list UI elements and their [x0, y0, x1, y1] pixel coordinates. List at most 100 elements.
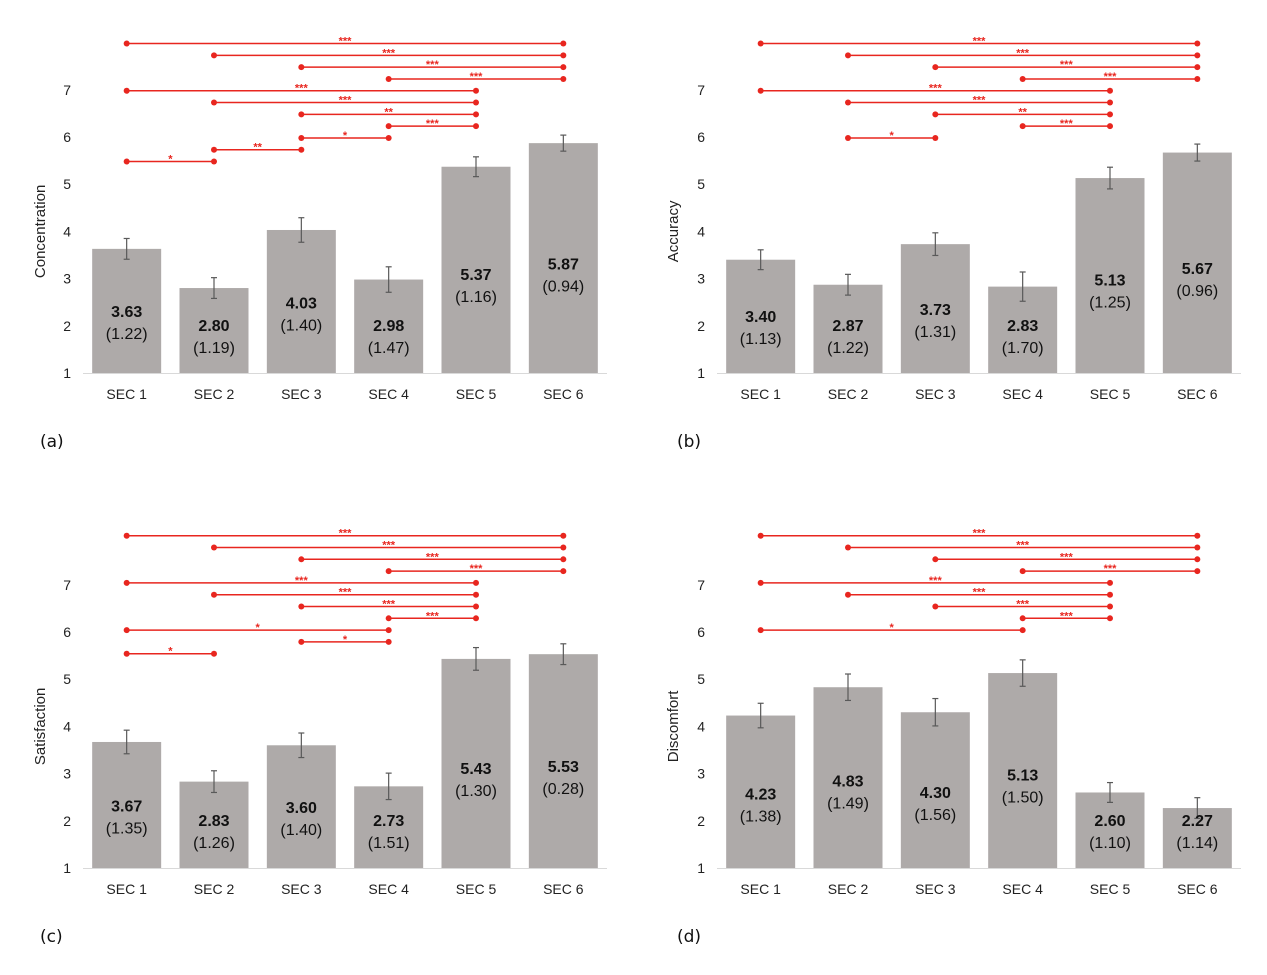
- x-tick-label: SEC 2: [828, 386, 869, 402]
- significance-bracket: **: [298, 106, 479, 118]
- bar: [441, 166, 511, 373]
- significance-endpoint: [560, 40, 567, 47]
- significance-endpoint: [385, 134, 392, 141]
- bar: [900, 244, 970, 373]
- bar: [1075, 792, 1145, 868]
- error-bar: [385, 772, 392, 801]
- significance-endpoint: [473, 579, 479, 586]
- significance-endpoint: [123, 158, 130, 165]
- bar-sd-label: (1.40): [280, 822, 322, 839]
- significance-bracket: ***: [385, 610, 479, 622]
- significance-label: ***: [1060, 610, 1074, 622]
- y-tick-label: 1: [63, 860, 71, 876]
- significance-label: ***: [1104, 563, 1118, 575]
- bar-value-label: 2.83: [1007, 318, 1038, 335]
- bar-sd-label: (1.22): [827, 340, 869, 357]
- bar: [528, 143, 598, 373]
- y-tick-label: 6: [697, 129, 705, 145]
- x-tick-label: SEC 4: [368, 386, 409, 402]
- error-bar: [211, 277, 217, 300]
- significance-endpoint: [1194, 75, 1201, 82]
- bar-value-label: 2.98: [373, 318, 404, 335]
- significance-bracket: **: [211, 142, 305, 154]
- significance-bracket: *: [757, 622, 1026, 634]
- bar-sd-label: (1.13): [740, 331, 782, 348]
- significance-bracket: ***: [1019, 610, 1113, 622]
- bar-sd-label: (1.50): [1002, 789, 1044, 806]
- bar-sd-label: (1.31): [914, 324, 956, 341]
- significance-endpoint: [1107, 123, 1113, 130]
- significance-label: ***: [339, 587, 353, 599]
- significance-label: ***: [426, 118, 440, 130]
- bar-sd-label: (1.35): [106, 820, 148, 837]
- bar: [266, 745, 336, 868]
- panel-a-concentration-chart: 1 2 3 4 5 6 7 Concentration 3.63 (1.22) SEC 1 2.80 (…: [32, 36, 607, 452]
- y-tick-label: 7: [697, 82, 705, 98]
- error-bar: [1019, 271, 1026, 302]
- significance-endpoint: [1019, 568, 1026, 575]
- y-axis-title: Accuracy: [665, 200, 682, 262]
- y-tick-label: 5: [63, 176, 71, 192]
- significance-bracket: ***: [123, 36, 567, 48]
- significance-label: ***: [426, 551, 440, 563]
- significance-endpoint: [1107, 603, 1113, 610]
- y-tick-label: 3: [63, 271, 71, 287]
- error-bar: [845, 273, 851, 296]
- bar-value-label: 5.13: [1094, 272, 1125, 289]
- significance-endpoint: [123, 579, 130, 586]
- significance-bracket: ***: [298, 551, 567, 563]
- bar: [813, 687, 883, 868]
- significance-endpoint: [211, 544, 217, 551]
- error-bar: [757, 702, 764, 729]
- significance-bracket: **: [932, 106, 1113, 118]
- significance-bracket: ***: [757, 575, 1113, 587]
- bar-value-label: 3.60: [286, 800, 317, 817]
- bar: [266, 229, 336, 373]
- bar-sd-label: (0.96): [1176, 283, 1218, 300]
- significance-label: *: [890, 130, 895, 142]
- y-tick-label: 6: [63, 129, 71, 145]
- significance-endpoint: [298, 638, 305, 645]
- panel-label: (d): [677, 927, 701, 947]
- significance-label: ***: [1016, 599, 1030, 611]
- error-bar: [473, 156, 479, 178]
- bar-value-label: 2.87: [832, 318, 863, 335]
- significance-endpoint: [1107, 615, 1113, 622]
- error-bar: [560, 134, 567, 152]
- significance-label: ***: [973, 95, 987, 107]
- significance-endpoint: [473, 603, 479, 610]
- x-tick-label: SEC 2: [194, 881, 235, 897]
- significance-endpoint: [1194, 544, 1201, 551]
- significance-endpoint: [473, 591, 479, 598]
- bar-value-label: 2.27: [1182, 813, 1213, 830]
- significance-bracket: ***: [211, 95, 479, 107]
- significance-bracket: ***: [385, 563, 567, 575]
- significance-endpoint: [211, 99, 217, 106]
- x-tick-label: SEC 6: [543, 386, 584, 402]
- y-tick-label: 1: [697, 365, 705, 381]
- error-bar: [560, 643, 567, 666]
- significance-endpoint: [1019, 627, 1026, 634]
- x-tick-label: SEC 1: [106, 386, 147, 402]
- x-tick-label: SEC 4: [1002, 881, 1043, 897]
- error-bar: [1107, 166, 1113, 190]
- bar-value-label: 4.03: [286, 296, 317, 313]
- significance-endpoint: [123, 40, 130, 47]
- significance-label: ***: [1060, 59, 1074, 71]
- significance-endpoint: [473, 99, 479, 106]
- significance-bracket: ***: [932, 59, 1201, 71]
- significance-endpoint: [385, 615, 392, 622]
- significance-label: ***: [426, 610, 440, 622]
- significance-endpoint: [845, 134, 851, 141]
- significance-label: ***: [470, 563, 484, 575]
- significance-bracket: ***: [845, 47, 1201, 59]
- y-axis-title: Discomfort: [665, 690, 682, 763]
- significance-endpoint: [385, 627, 392, 634]
- x-tick-label: SEC 2: [828, 881, 869, 897]
- significance-label: ***: [973, 36, 987, 48]
- x-tick-label: SEC 1: [106, 881, 147, 897]
- bar-sd-label: (1.25): [1089, 294, 1131, 311]
- significance-bracket: ***: [757, 528, 1201, 540]
- significance-label: ***: [1060, 551, 1074, 563]
- bar: [1162, 152, 1232, 373]
